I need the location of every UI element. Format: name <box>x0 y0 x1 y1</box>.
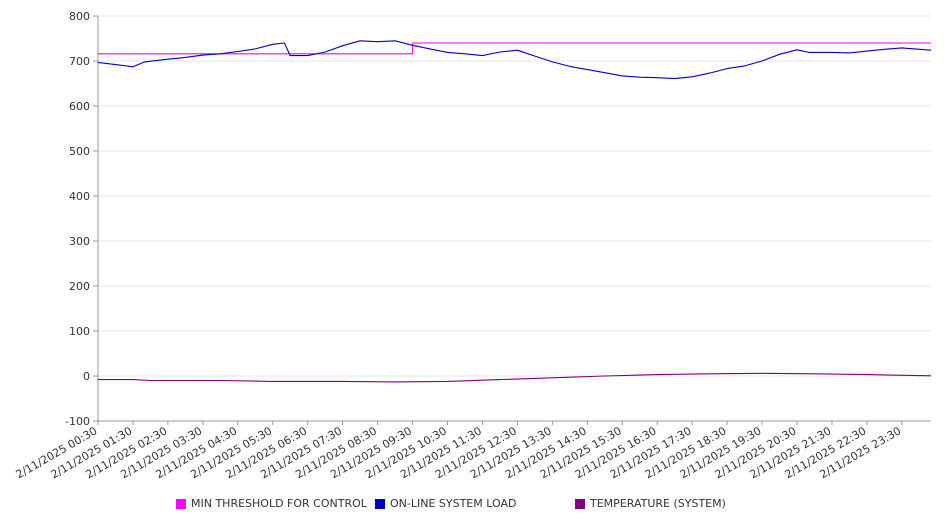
legend-item-min-threshold[interactable]: MIN THRESHOLD FOR CONTROL <box>176 497 367 510</box>
grid-layer <box>98 15 931 422</box>
legend-item-temperature[interactable]: TEMPERATURE (SYSTEM) <box>575 497 726 510</box>
series-layer <box>98 40 946 383</box>
legend-label-min-threshold: MIN THRESHOLD FOR CONTROL <box>191 497 367 510</box>
chart-legend: MIN THRESHOLD FOR CONTROL ON-LINE SYSTEM… <box>0 497 946 515</box>
axis-layer <box>93 15 931 425</box>
legend-swatch-system-load <box>375 498 385 509</box>
y-tick-label: 100 <box>69 325 90 338</box>
y-tick-label: 300 <box>69 235 90 248</box>
y-tick-label: 0 <box>83 370 90 383</box>
y-tick-label: -100 <box>65 415 90 428</box>
series-line-system-load[interactable] <box>98 40 946 80</box>
y-tick-label: 600 <box>69 100 90 113</box>
series-line-min-threshold[interactable] <box>98 42 931 55</box>
y-tick-label: 500 <box>69 145 90 158</box>
y-tick-label: 400 <box>69 190 90 203</box>
y-tick-label: 200 <box>69 280 90 293</box>
legend-label-temperature: TEMPERATURE (SYSTEM) <box>590 497 726 510</box>
y-tick-label: 700 <box>69 55 90 68</box>
legend-swatch-temperature <box>575 498 585 509</box>
y-tick-label: 800 <box>69 10 90 23</box>
legend-item-system-load[interactable]: ON-LINE SYSTEM LOAD <box>375 497 516 510</box>
legend-swatch-min-threshold <box>176 498 186 509</box>
series-line-temperature[interactable] <box>98 372 946 383</box>
legend-label-system-load: ON-LINE SYSTEM LOAD <box>390 497 517 510</box>
